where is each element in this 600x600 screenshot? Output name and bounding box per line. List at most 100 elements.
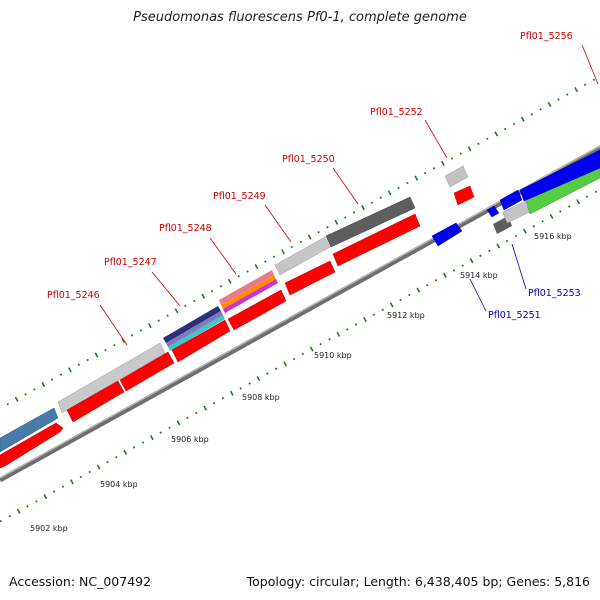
tick-mark-lower <box>389 302 394 308</box>
tick-mark-lower <box>88 470 91 474</box>
cds-arrow-5249[interactable] <box>284 260 336 296</box>
tick-mark-upper <box>406 181 409 185</box>
tick-mark-lower <box>106 460 109 464</box>
tick-mark-lower <box>532 225 535 228</box>
cds-arrow-5246b[interactable] <box>119 351 175 392</box>
tick-mark-upper <box>530 113 533 116</box>
feature-steelblue[interactable] <box>0 407 59 453</box>
feature-gray-5249[interactable] <box>274 236 331 276</box>
tick-track-lower <box>0 190 598 523</box>
cds-arrow-5245[interactable] <box>0 422 64 469</box>
tick-mark-lower <box>96 464 101 470</box>
gene-label-pfl01-5247[interactable]: Pfl01_5247 <box>104 257 157 268</box>
tick-mark-upper <box>139 329 143 332</box>
tick-mark-upper <box>104 348 107 352</box>
tick-mark-upper <box>450 157 454 160</box>
tick-mark-lower <box>309 346 314 352</box>
tick-mark-upper <box>290 245 294 249</box>
tick-mark-upper <box>512 122 516 126</box>
tick-mark-upper <box>397 186 400 190</box>
cds-arrow-reverse-5254[interactable] <box>519 149 600 202</box>
cds-arrow-5248[interactable] <box>227 289 287 331</box>
tick-mark-lower <box>195 411 198 415</box>
tick-mark-upper <box>432 167 436 170</box>
tick-mark-upper <box>24 393 27 396</box>
tick-mark-upper <box>592 78 596 82</box>
scale-label-5910: 5910 kbp <box>314 351 352 360</box>
feature-striped-5248[interactable] <box>219 270 278 313</box>
tick-mark-upper <box>370 201 374 204</box>
tick-mark-lower <box>399 298 402 302</box>
tick-mark-lower <box>266 372 269 375</box>
tick-mark-lower <box>43 493 48 500</box>
tick-mark-lower <box>541 220 544 223</box>
tick-mark-upper <box>566 93 569 96</box>
tick-mark-upper <box>467 146 472 152</box>
cds-arrow-5250[interactable] <box>332 213 421 267</box>
tick-mark-lower <box>274 367 278 370</box>
tick-mark-upper <box>264 260 267 263</box>
tick-mark-lower <box>292 357 296 361</box>
scale-label-5902: 5902 kbp <box>30 524 68 533</box>
tick-mark-upper <box>379 196 382 199</box>
tick-mark-lower <box>328 338 331 341</box>
feature-striped-5247[interactable] <box>163 306 225 351</box>
tick-mark-lower <box>70 479 74 485</box>
tick-mark-lower <box>496 243 501 249</box>
gene-label-pfl01-5251[interactable]: Pfl01_5251 <box>488 310 541 321</box>
tick-mark-upper <box>237 275 240 278</box>
scale-label-5914: 5914 kbp <box>460 271 498 280</box>
tick-mark-lower <box>159 431 162 434</box>
gene-label-pfl01-5249[interactable]: Pfl01_5249 <box>213 191 266 202</box>
tick-mark-upper <box>86 358 89 362</box>
genome-summary-text: Topology: circular; Length: 6,438,405 bp… <box>246 574 590 589</box>
gene-label-pfl01-5248[interactable]: Pfl01_5248 <box>159 223 212 234</box>
tick-mark-upper <box>157 319 160 322</box>
tick-mark-lower <box>372 313 376 316</box>
cds-arrow-5252[interactable] <box>453 185 475 206</box>
cds-arrow-reverse-5253[interactable] <box>499 189 523 211</box>
gene-label-pfl01-5250[interactable]: Pfl01_5250 <box>282 154 335 165</box>
tick-mark-upper <box>583 83 587 86</box>
gene-label-pfl01-5256[interactable]: Pfl01_5256 <box>520 31 573 42</box>
cds-arrow-reverse-5251[interactable] <box>431 222 463 247</box>
tick-track-upper <box>0 78 596 410</box>
tick-mark-lower <box>52 490 56 493</box>
tick-mark-upper <box>254 264 259 270</box>
tick-mark-lower <box>568 205 571 208</box>
tick-mark-lower <box>576 199 581 205</box>
tick-mark-upper <box>77 363 81 367</box>
tick-mark-lower <box>354 323 358 326</box>
tick-mark-lower <box>221 397 225 400</box>
tick-mark-upper <box>174 308 179 314</box>
tick-mark-lower <box>212 401 216 405</box>
tick-mark-lower <box>319 342 322 346</box>
tick-mark-lower <box>115 455 118 459</box>
gene-label-pfl01-5253[interactable]: Pfl01_5253 <box>528 288 581 299</box>
tick-mark-upper <box>166 314 169 317</box>
gene-label-pfl01-5252[interactable]: Pfl01_5252 <box>370 107 423 118</box>
tick-mark-upper <box>547 101 552 107</box>
label-leader-lines <box>99 44 599 346</box>
feature-track-upper <box>0 159 600 453</box>
tick-mark-upper <box>272 255 276 258</box>
tick-mark-lower <box>408 293 411 297</box>
feature-darkgray-5250[interactable] <box>325 196 416 248</box>
tick-mark-lower <box>434 279 438 282</box>
tick-mark-lower <box>168 426 171 429</box>
cds-arrow-reverse-small[interactable] <box>486 205 500 218</box>
tick-mark-lower <box>61 485 65 488</box>
tick-mark-upper <box>414 175 419 181</box>
feature-gray-5246[interactable] <box>57 342 166 414</box>
cds-arrow-5246a[interactable] <box>66 380 125 423</box>
feature-gray-5252[interactable] <box>444 165 469 188</box>
tick-mark-upper <box>503 127 507 131</box>
gene-label-pfl01-5246[interactable]: Pfl01_5246 <box>47 290 100 301</box>
scale-label-5906: 5906 kbp <box>171 435 209 444</box>
cds-arrow-5247[interactable] <box>171 319 231 363</box>
tick-mark-upper <box>486 137 489 141</box>
tick-mark-upper <box>477 142 480 145</box>
tick-mark-lower <box>381 308 384 311</box>
tick-mark-upper <box>130 334 134 337</box>
